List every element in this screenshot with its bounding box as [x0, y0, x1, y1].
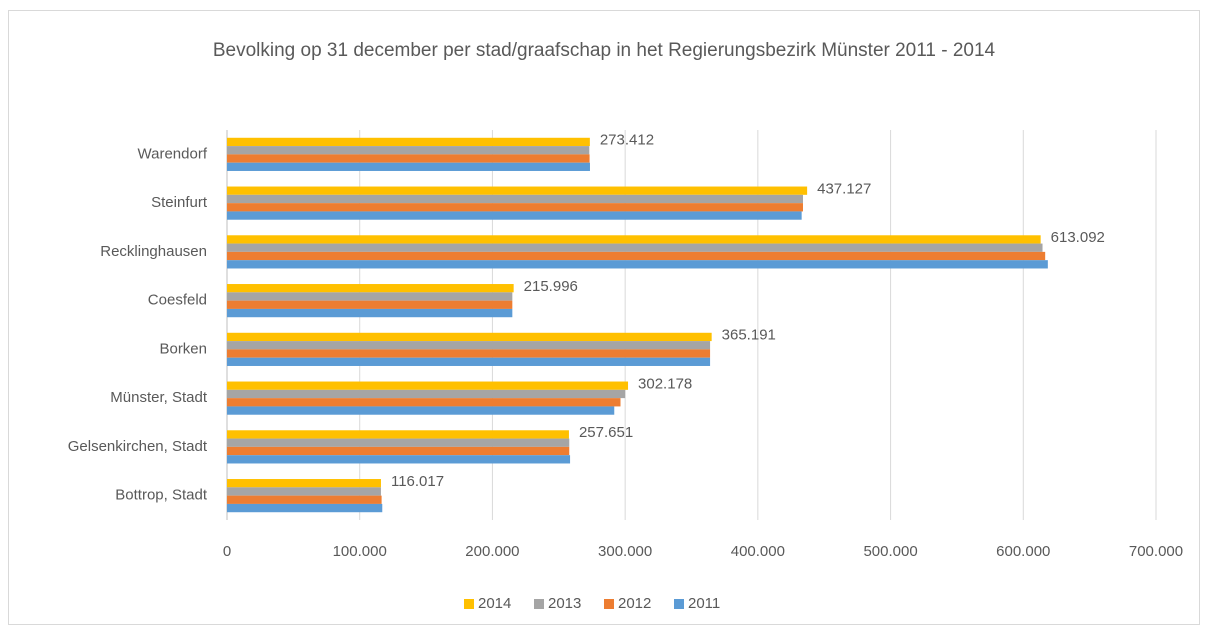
bar: [227, 487, 381, 496]
chart-title: Bevolking op 31 december per stad/graafs…: [212, 40, 996, 61]
x-tick-label: 100.000: [333, 543, 387, 560]
x-tick-label: 0: [223, 543, 231, 560]
bar: [227, 260, 1048, 269]
bar: [227, 235, 1041, 244]
bar: [227, 137, 590, 147]
bar: [227, 186, 808, 195]
y-tick-label: Coesfeld: [148, 292, 207, 309]
x-tick-label: 400.000: [731, 543, 785, 560]
y-tick-label: Gelsenkirchen, Stadt: [68, 438, 208, 455]
data-label: 215.996: [524, 278, 578, 295]
bar: [227, 455, 571, 464]
x-tick-label: 200.000: [465, 543, 519, 560]
legend-swatch: [464, 599, 474, 609]
legend-label: 2013: [548, 595, 581, 612]
bar: [227, 503, 383, 513]
bar: [227, 211, 802, 220]
legend-label: 2012: [618, 595, 651, 612]
data-label: 437.127: [817, 180, 871, 197]
y-tick-label: Bottrop, Stadt: [115, 487, 208, 504]
x-tick-label: 300.000: [598, 543, 652, 560]
legend-swatch: [534, 599, 544, 609]
bar: [227, 430, 569, 439]
bar: [227, 389, 626, 399]
legend-label: 2011: [688, 595, 720, 612]
bar: [227, 292, 513, 301]
bar: [227, 243, 1043, 252]
legend-label: 2014: [478, 595, 511, 612]
bar: [227, 381, 629, 390]
y-tick-label: Münster, Stadt: [110, 389, 208, 406]
y-tick-label: Warendorf: [138, 145, 208, 162]
y-tick-label: Recklinghausen: [100, 243, 207, 260]
legend-swatch: [604, 599, 614, 609]
bar: [227, 300, 513, 309]
y-tick-label: Steinfurt: [151, 194, 208, 211]
bar: [227, 251, 1046, 261]
chart-border: [8, 10, 1200, 625]
bar: [227, 357, 711, 366]
legend-swatch: [674, 599, 684, 609]
data-label: 273.412: [600, 132, 654, 149]
x-tick-label: 600.000: [996, 543, 1050, 560]
bar: [227, 194, 803, 204]
data-label: 613.092: [1051, 229, 1105, 246]
bar: [227, 341, 711, 350]
bar: [227, 495, 382, 504]
bar: [227, 332, 712, 342]
bar: [227, 398, 621, 407]
x-tick-label: 500.000: [863, 543, 917, 560]
data-label: 302.178: [638, 375, 692, 392]
bar: [227, 479, 381, 488]
bar: [227, 203, 803, 212]
bar: [227, 162, 590, 171]
bar: [227, 308, 513, 318]
bar: [227, 438, 570, 447]
bar: [227, 406, 615, 415]
data-label: 116.017: [391, 473, 444, 490]
bar: [227, 446, 570, 456]
data-label: 365.191: [722, 327, 776, 344]
bar: [227, 146, 590, 155]
bar: [227, 284, 514, 293]
y-tick-label: Borken: [159, 340, 207, 357]
x-tick-label: 700.000: [1129, 543, 1183, 560]
bar: [227, 154, 590, 163]
bar: [227, 349, 711, 358]
data-label: 257.651: [579, 424, 633, 441]
